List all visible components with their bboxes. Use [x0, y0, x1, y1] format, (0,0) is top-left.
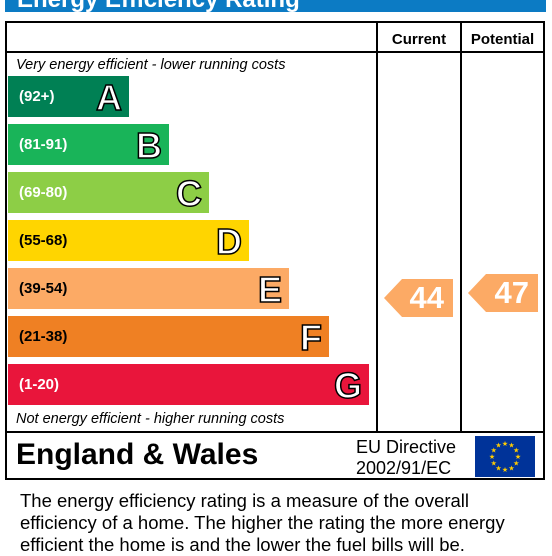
eu-flag-icon: ★ ★ ★ ★ ★ ★ ★ ★ ★ ★ ★ ★	[475, 436, 535, 477]
eu-star-icon: ★	[491, 460, 497, 468]
band-d-range: (55-68)	[19, 232, 68, 249]
band-d: (55-68) D	[8, 220, 249, 263]
band-a: (92+) A	[8, 76, 129, 119]
eu-star-icon: ★	[495, 442, 501, 450]
title-bar: Energy Efficiency Rating	[5, 0, 546, 12]
band-e-letter: E	[257, 268, 283, 311]
band-b-range: (81-91)	[19, 136, 68, 153]
eu-directive-line2: 2002/91/EC	[356, 458, 452, 478]
band-a-letter: A	[95, 76, 123, 119]
eu-star-icon: ★	[502, 440, 508, 448]
eu-star-icon: ★	[489, 453, 495, 461]
band-e: (39-54) E	[8, 268, 289, 311]
footer-divider	[7, 431, 543, 433]
current-column-header: Current	[391, 31, 447, 48]
bottom-note: Not energy efficient - higher running co…	[16, 411, 285, 427]
eu-directive: EU Directive 2002/91/EC	[356, 437, 456, 479]
eu-star-icon: ★	[515, 453, 521, 461]
chart-title: Energy Efficiency Rating	[17, 0, 300, 12]
band-d-letter: D	[215, 220, 243, 263]
band-a-range: (92+)	[19, 88, 55, 105]
band-c-letter: C	[175, 172, 203, 215]
current-rating-value: 44	[409, 280, 444, 315]
top-note: Very energy efficient - lower running co…	[16, 57, 286, 73]
eu-star-icon: ★	[495, 464, 501, 472]
eu-directive-line1: EU Directive	[356, 437, 457, 457]
band-b-letter: B	[135, 124, 163, 167]
band-b: (81-91) B	[8, 124, 169, 167]
potential-column-header: Potential	[470, 31, 535, 48]
current-rating-arrow: 44	[384, 279, 453, 317]
eu-star-icon: ★	[502, 466, 508, 474]
eu-star-icon: ★	[491, 447, 497, 455]
band-g-range: (1-20)	[19, 376, 60, 393]
band-f: (21-38) F	[8, 316, 329, 359]
current-column-divider	[376, 23, 378, 431]
eu-star-icon: ★	[513, 447, 519, 455]
band-e-range: (39-54)	[19, 280, 68, 297]
eu-star-icon: ★	[508, 464, 514, 472]
potential-column-divider	[460, 23, 462, 431]
rating-frame: Current Potential Very energy efficient …	[5, 21, 545, 480]
region-label: England & Wales	[16, 438, 259, 471]
band-c: (69-80) C	[8, 172, 209, 215]
band-c-range: (69-80)	[19, 184, 68, 201]
band-f-range: (21-38)	[19, 328, 68, 345]
header-divider	[7, 51, 543, 53]
potential-rating-value: 47	[494, 275, 529, 310]
potential-rating-arrow: 47	[468, 274, 538, 312]
eu-star-icon: ★	[508, 442, 514, 450]
band-g: (1-20) G	[8, 364, 369, 407]
band-g-letter: G	[333, 364, 363, 407]
description-text: The energy efficiency rating is a measur…	[20, 490, 505, 555]
band-f-letter: F	[299, 316, 323, 359]
eu-star-icon: ★	[513, 460, 519, 468]
